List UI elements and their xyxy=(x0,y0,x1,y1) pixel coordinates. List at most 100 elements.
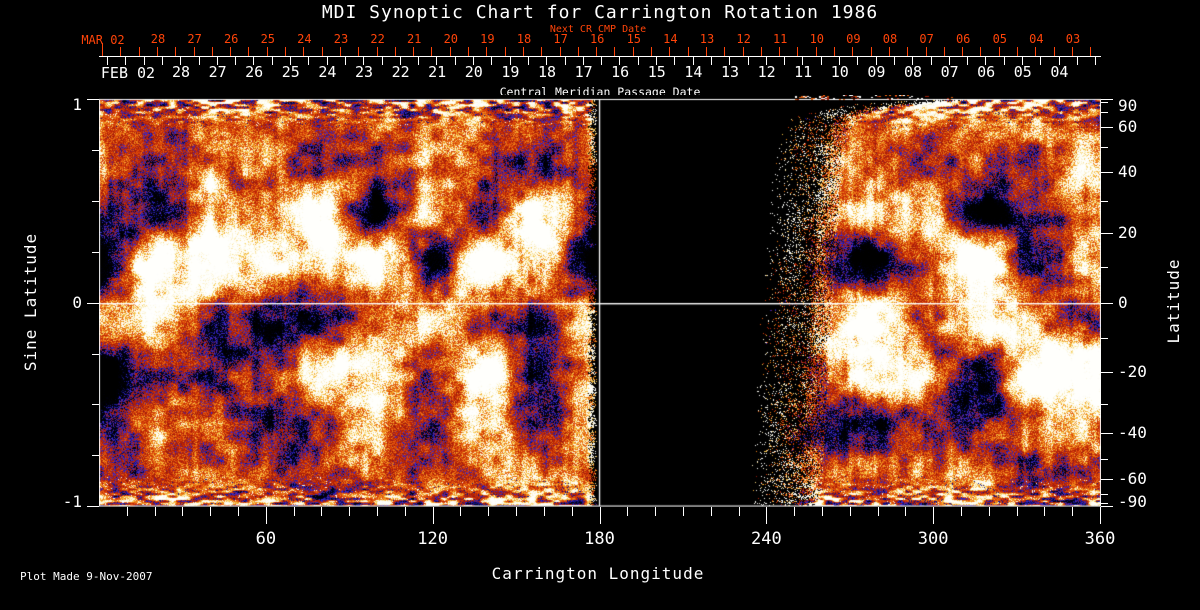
top-red-axis-tick xyxy=(614,47,615,56)
left-axis-minor-tick xyxy=(92,354,99,355)
left-axis-major-tick xyxy=(87,303,99,304)
left-axis-minor-tick xyxy=(92,150,99,151)
top-red-axis-tick-label: 06 xyxy=(955,32,971,46)
plot-made-label: Plot Made 9-Nov-2007 xyxy=(20,570,153,583)
top-white-axis-tick xyxy=(839,56,840,65)
top-red-axis-tick xyxy=(1017,47,1018,56)
right-axis-tick-label: 40 xyxy=(1118,162,1138,182)
top-red-axis-tick-label: 10 xyxy=(809,32,825,46)
x-axis-minor-tick xyxy=(655,507,656,516)
top-white-axis-tick xyxy=(748,56,749,65)
left-axis-tick-label: 1 xyxy=(72,95,82,115)
left-axis-minor-tick xyxy=(92,404,99,405)
top-white-axis-tick xyxy=(656,56,657,65)
top-white-axis-tick-label: 06 xyxy=(977,63,996,81)
x-axis-minor-tick xyxy=(405,507,406,516)
x-axis-minor-tick xyxy=(1017,507,1018,516)
top-white-axis-tick xyxy=(766,56,767,65)
left-axis-major-tick xyxy=(87,506,99,507)
top-red-axis-tick xyxy=(816,47,817,56)
top-red-axis-tick xyxy=(999,47,1000,56)
top-white-axis-tick xyxy=(857,56,858,65)
top-red-axis-tick xyxy=(248,47,249,56)
top-white-axis-tick xyxy=(473,56,474,65)
top-red-axis-tick xyxy=(175,47,176,56)
top-white-axis-tick-label: 28 xyxy=(171,63,191,81)
right-axis-tick-label: -40 xyxy=(1118,423,1147,443)
top-white-axis-tick xyxy=(674,56,675,65)
top-red-axis-tick-label: 22 xyxy=(370,32,385,46)
right-axis-major-tick xyxy=(1101,433,1113,434)
right-axis-major-tick xyxy=(1101,127,1113,128)
top-red-axis-tick-label: 17 xyxy=(553,32,568,46)
top-white-axis-tick-label: 15 xyxy=(647,63,666,81)
top-red-axis-tick xyxy=(230,47,231,56)
right-axis-tick-label: 20 xyxy=(1118,223,1138,243)
top-red-axis-tick xyxy=(1072,47,1073,56)
top-red-axis-tick xyxy=(541,47,542,56)
right-axis-tick-label: -20 xyxy=(1118,362,1147,382)
top-red-axis-tick-label: 28 xyxy=(150,32,166,46)
top-red-axis-tick xyxy=(688,47,689,56)
right-axis-tick-label: 0 xyxy=(1118,292,1128,312)
top-red-axis-tick xyxy=(596,47,597,56)
right-axis-major-tick xyxy=(1101,506,1113,507)
right-axis-major-tick xyxy=(1101,303,1113,304)
top-white-axis-tick-label: 19 xyxy=(501,63,520,81)
top-white-axis-tick xyxy=(931,56,932,65)
top-red-axis-tick xyxy=(102,43,103,56)
top-red-axis-tick xyxy=(560,47,561,56)
right-axis-tick-label: -90 xyxy=(1118,492,1147,512)
right-axis-minor-tick xyxy=(1101,112,1108,113)
top-white-axis-tick-label: 14 xyxy=(684,63,703,81)
top-axis-line xyxy=(99,56,1101,57)
top-white-axis-tick xyxy=(345,56,346,65)
top-white-axis-tick xyxy=(491,56,492,65)
right-axis-minor-tick xyxy=(1101,503,1108,504)
top-red-axis-tick xyxy=(322,47,323,56)
x-axis-minor-tick xyxy=(822,507,823,516)
right-axis-major-tick xyxy=(1101,479,1113,480)
x-axis-major-tick xyxy=(433,507,434,524)
x-axis-minor-tick xyxy=(850,507,851,516)
top-white-axis-tick-label: 21 xyxy=(428,63,447,81)
x-axis-minor-tick xyxy=(460,507,461,516)
left-axis-minor-tick xyxy=(92,455,99,456)
x-axis-tick-label: 60 xyxy=(255,529,277,549)
top-red-axis-tick xyxy=(944,47,945,56)
top-white-axis-tick xyxy=(894,56,895,65)
top-white-axis-tick-label: 12 xyxy=(757,63,776,81)
x-axis-minor-tick xyxy=(1072,507,1073,516)
left-axis-major-tick xyxy=(87,99,99,100)
x-axis-major-tick xyxy=(1100,507,1101,524)
top-red-axis-tick xyxy=(797,47,798,56)
left-axis-tick-label: 0 xyxy=(72,292,82,312)
x-axis-major-tick xyxy=(266,507,267,524)
top-white-axis-tick xyxy=(546,56,547,65)
top-red-axis-tick-label: 18 xyxy=(516,32,532,46)
top-white-axis-tick xyxy=(199,56,200,65)
top-white-axis-tick xyxy=(693,56,694,65)
top-white-axis-tick xyxy=(125,56,126,65)
top-white-axis-tick xyxy=(455,56,456,65)
top-red-axis-tick xyxy=(926,47,927,56)
top-white-axis-tick xyxy=(985,56,986,65)
top-white-axis-tick-label: 18 xyxy=(537,63,557,81)
top-red-axis-tick xyxy=(486,47,487,56)
right-axis-major-tick xyxy=(1101,172,1113,173)
top-red-axis-tick xyxy=(852,47,853,56)
top-white-axis-tick xyxy=(510,56,511,65)
top-red-axis-tick xyxy=(157,47,158,56)
top-red-axis-tick-label: 25 xyxy=(260,32,276,46)
x-axis-minor-tick xyxy=(377,507,378,516)
x-axis-tick-label: 240 xyxy=(750,529,782,549)
top-white-axis-tick-label: 26 xyxy=(245,63,264,81)
right-axis-major-tick xyxy=(1101,372,1113,373)
top-red-axis-tick xyxy=(431,47,432,56)
right-axis-minor-tick xyxy=(1101,201,1108,202)
top-red-axis-tick xyxy=(743,47,744,56)
left-axis-title: Sine Latitude xyxy=(21,232,41,372)
right-axis-major-tick xyxy=(1101,233,1113,234)
right-axis-tick-label: 90 xyxy=(1118,96,1138,116)
